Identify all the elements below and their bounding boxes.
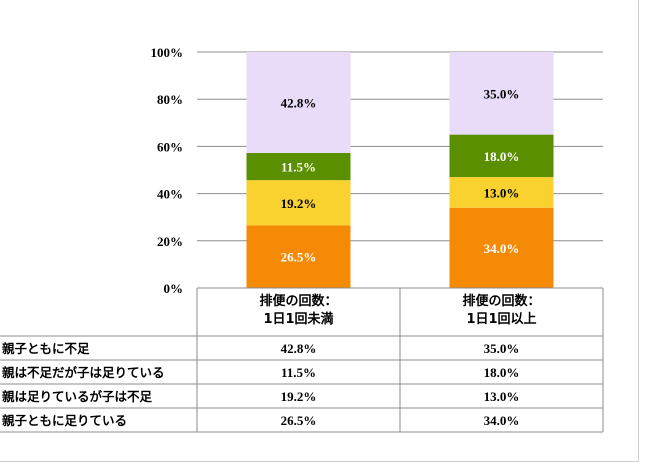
bar-segment	[246, 52, 351, 154]
table-cell-value: 18.0%	[484, 365, 520, 380]
y-axis: 0% 20% 40% 60% 80% 100%	[151, 45, 184, 296]
table-header-label: 排便の回数： 1日1回以上	[462, 293, 540, 327]
bar-value-label: 13.0%	[484, 185, 520, 200]
bar-value-label: 34.0%	[484, 241, 520, 256]
table-header-label: 排便の回数： 1日1回未満	[259, 293, 337, 327]
table-cell-value: 34.0%	[484, 413, 520, 428]
table-row-label: 親は不足だが子は足りている	[2, 365, 165, 380]
bar-segment	[246, 180, 351, 226]
bar-segment	[449, 177, 554, 208]
table-cell-value: 26.5%	[281, 413, 317, 428]
table-row-label: 親は足りているが子は不足	[2, 389, 153, 404]
bar-segment	[449, 134, 554, 178]
bar-value-label: 35.0%	[484, 86, 520, 101]
y-tick-label: 20%	[157, 234, 183, 249]
bar-segment	[246, 153, 351, 181]
table-cell-value: 19.2%	[281, 389, 317, 404]
table-cell-value: 35.0%	[484, 341, 520, 356]
y-tick-label: 40%	[157, 187, 183, 202]
bar-value-label: 19.2%	[281, 196, 317, 211]
bars: 26.5% 19.2% 11.5% 42.8% 34.0% 13.0% 18.0% 35.0%	[246, 52, 554, 288]
bar-segment	[449, 52, 554, 135]
table-cell-value: 11.5%	[281, 365, 316, 380]
table-cell-value: 42.8%	[281, 341, 317, 356]
bar-value-label: 42.8%	[281, 96, 317, 111]
table-row-label: 親子ともに足りている	[2, 413, 127, 428]
table-row-label: 親子ともに不足	[2, 341, 90, 356]
bar-segment	[246, 225, 351, 288]
bar-value-label: 26.5%	[281, 250, 317, 265]
bar-value-label: 11.5%	[281, 160, 316, 175]
y-tick-label: 0%	[164, 281, 184, 296]
bar-value-label: 18.0%	[484, 149, 520, 164]
table-cell-value: 13.0%	[484, 389, 520, 404]
bar-segment	[449, 207, 554, 288]
y-tick-label: 60%	[157, 139, 183, 154]
y-tick-label: 80%	[157, 92, 183, 107]
y-tick-label: 100%	[151, 45, 184, 60]
